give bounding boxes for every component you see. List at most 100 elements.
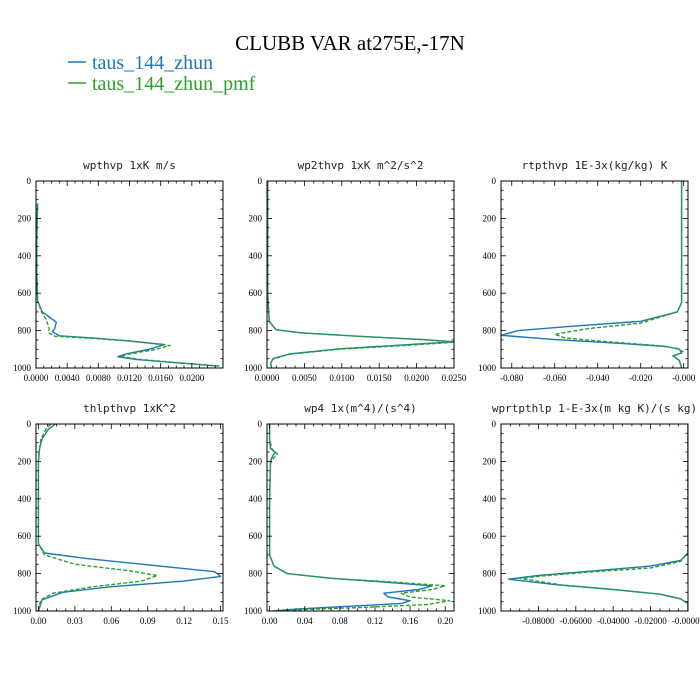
- panel-series: [501, 181, 685, 368]
- x-tick-label: -0.060: [543, 373, 567, 383]
- y-tick-label: 800: [249, 569, 263, 579]
- x-tick-label: -0.06000: [560, 616, 593, 626]
- x-tick-label: -0.040: [586, 373, 610, 383]
- series-line-zhun-pmf: [554, 181, 685, 368]
- y-tick-label: 0: [492, 176, 497, 186]
- panel-3: rtpthvp 1E-3x(kg/kg) K02004006008001000-…: [478, 159, 696, 383]
- x-tick-label: 0.0160: [148, 373, 173, 383]
- x-tick-label: 0.00: [262, 616, 278, 626]
- panel-series: [507, 424, 688, 611]
- x-tick-label: 0.09: [140, 616, 156, 626]
- y-tick-label: 1000: [244, 606, 263, 616]
- x-tick-label: 0.04: [297, 616, 313, 626]
- panel-title: wp4 1x(m^4)/(s^4): [304, 402, 417, 415]
- x-tick-label: 0.06: [103, 616, 119, 626]
- y-tick-label: 200: [483, 213, 497, 223]
- y-tick-label: 600: [249, 288, 263, 298]
- y-tick-label: 0: [258, 419, 263, 429]
- y-tick-label: 600: [249, 531, 263, 541]
- x-tick-label: -0.020: [629, 373, 653, 383]
- y-tick-label: 1000: [13, 606, 32, 616]
- legend: taus_144_zhun taus_144_zhun_pmf: [68, 52, 256, 95]
- x-tick-label: 0.03: [67, 616, 83, 626]
- x-tick-label: 0.0050: [292, 373, 317, 383]
- y-tick-label: 0: [492, 419, 497, 429]
- y-tick-label: 600: [18, 531, 32, 541]
- x-tick-label: 0.0040: [55, 373, 80, 383]
- panel-frame: [266, 423, 455, 612]
- panel-title: rtpthvp 1E-3x(kg/kg) K: [522, 159, 668, 172]
- panel-title: wprtpthlp 1-E-3x(m kg K)/(s kg): [492, 402, 697, 415]
- y-tick-label: 400: [18, 494, 32, 504]
- x-tick-label: -0.000: [672, 373, 696, 383]
- series-line-zhun-pmf: [267, 181, 454, 368]
- series-line-zhun: [507, 424, 688, 611]
- x-tick-label: 0.20: [437, 616, 453, 626]
- panel-6: wprtpthlp 1-E-3x(m kg K)/(s kg) 0 200 400 60…: [478, 402, 700, 626]
- figure-title: CLUBB VAR at275E,-17N: [235, 31, 465, 55]
- y-tick-label: 200: [483, 456, 497, 466]
- y-tick-label: 200: [18, 213, 32, 223]
- panel-series: [268, 424, 451, 611]
- panel-series: [36, 203, 220, 367]
- y-tick-label: 800: [18, 569, 32, 579]
- panel-frame: [35, 180, 224, 369]
- x-tick-label: 0.0000: [255, 373, 280, 383]
- x-tick-label: 0.00: [31, 616, 47, 626]
- y-tick-label: 1000: [478, 606, 497, 616]
- series-line-zhun-pmf: [37, 424, 159, 611]
- y-tick-label: 0: [27, 176, 32, 186]
- y-tick-label: 400: [249, 251, 263, 261]
- x-tick-label: 0.08: [332, 616, 348, 626]
- x-tick-label: -0.04000: [597, 616, 630, 626]
- y-tick-label: 0: [27, 419, 32, 429]
- y-tick-label: 800: [483, 326, 497, 336]
- x-tick-label: 0.0200: [404, 373, 429, 383]
- panel-series: [37, 424, 222, 611]
- y-tick-label: 1000: [478, 363, 497, 373]
- x-tick-label: -0.02000: [634, 616, 667, 626]
- y-tick-label: 800: [249, 326, 263, 336]
- y-tick-label: 800: [483, 569, 497, 579]
- x-tick-label: 0.0200: [179, 373, 204, 383]
- x-tick-label: 0.0100: [329, 373, 354, 383]
- x-tick-label: 0.12: [176, 616, 192, 626]
- panel-title: wp2thvp 1xK m^2/s^2: [298, 159, 424, 172]
- y-tick-label: 1000: [244, 363, 263, 373]
- x-tick-label: 0.16: [402, 616, 418, 626]
- x-tick-label: 0.0000: [24, 373, 49, 383]
- series-line-zhun-pmf: [519, 424, 688, 611]
- y-tick-label: 400: [483, 251, 497, 261]
- panel-2: wp2thvp 1xK m^2/s^2020040060080010000.00…: [244, 159, 467, 383]
- y-tick-label: 200: [249, 213, 263, 223]
- legend-label-zhun: taus_144_zhun: [92, 52, 213, 74]
- y-tick-label: 400: [18, 251, 32, 261]
- y-tick-label: 400: [483, 494, 497, 504]
- panel-title: thlpthvp 1xK^2: [83, 402, 176, 415]
- y-tick-label: 800: [18, 326, 32, 336]
- x-tick-label: 0.12: [367, 616, 383, 626]
- x-tick-label: 0.0080: [86, 373, 111, 383]
- legend-label-zhun-pmf: taus_144_zhun_pmf: [92, 73, 256, 95]
- y-tick-label: 200: [18, 456, 32, 466]
- panel-series: [267, 181, 454, 368]
- y-tick-label: 1000: [13, 363, 32, 373]
- y-tick-label: 400: [249, 494, 263, 504]
- series-line-zhun-pmf: [268, 424, 451, 611]
- x-tick-label: -0.08000: [522, 616, 555, 626]
- x-tick-label: 0.15: [213, 616, 229, 626]
- series-line-zhun-pmf: [36, 203, 220, 367]
- x-tick-label: 0.0150: [367, 373, 392, 383]
- x-tick-label: -0.080: [500, 373, 524, 383]
- y-tick-label: 600: [483, 288, 497, 298]
- y-tick-label: 0: [258, 176, 263, 186]
- y-tick-label: 200: [249, 456, 263, 466]
- x-tick-label: 0.0120: [117, 373, 142, 383]
- y-tick-label: 600: [483, 531, 497, 541]
